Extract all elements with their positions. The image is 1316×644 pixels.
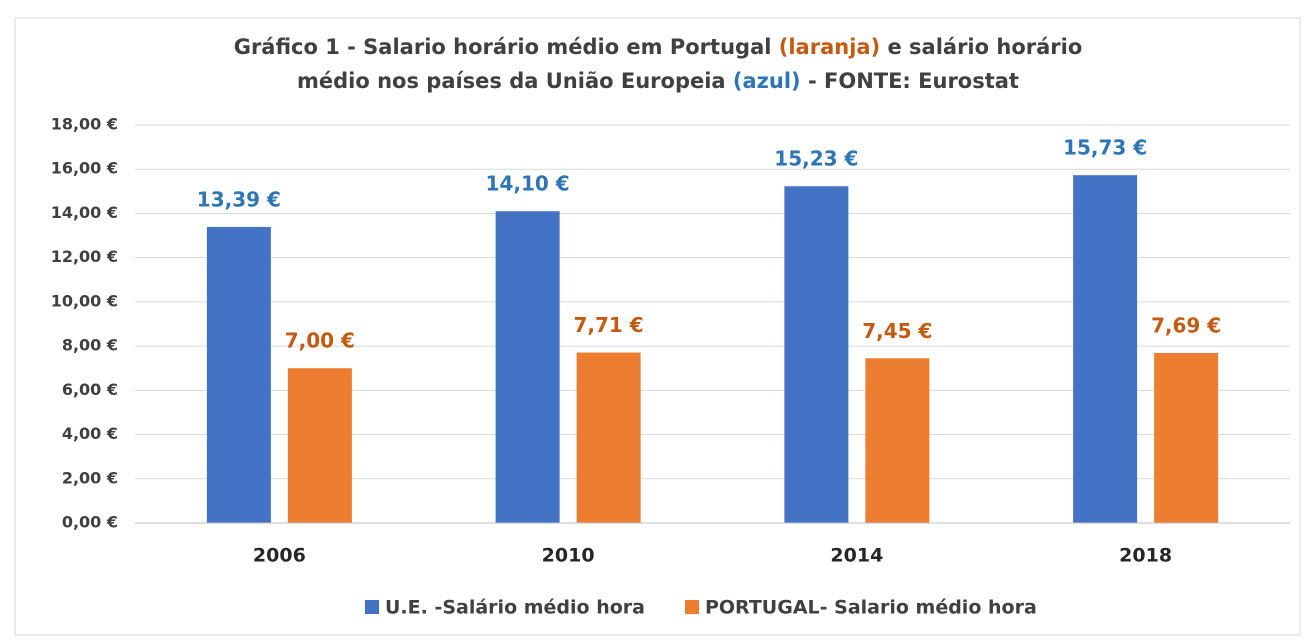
legend-label: PORTUGAL- Salario médio hora <box>705 597 1037 619</box>
bar <box>865 358 930 523</box>
y-tick-label: 6,00 € <box>62 380 118 399</box>
data-label: 7,71 € <box>574 313 644 337</box>
data-label: 7,45 € <box>862 319 932 343</box>
x-tick-label: 2006 <box>253 545 306 567</box>
bar <box>1073 175 1138 524</box>
y-tick-label: 0,00 € <box>62 513 118 532</box>
legend-swatch <box>684 600 699 614</box>
y-tick-label: 14,00 € <box>51 203 118 222</box>
legend-label: U.E. -Salário médio hora <box>385 597 645 619</box>
bar <box>287 368 352 523</box>
y-tick-label: 2,00 € <box>62 468 118 487</box>
y-tick-label: 18,00 € <box>51 115 118 134</box>
title-part: - FONTE: Eurostat <box>801 69 1019 93</box>
bar <box>495 211 560 523</box>
data-label: 15,73 € <box>1063 136 1147 160</box>
y-tick-label: 12,00 € <box>51 247 118 266</box>
title-part: e salário horário <box>880 35 1082 59</box>
y-tick-label: 4,00 € <box>62 424 118 443</box>
data-label: 14,10 € <box>486 172 570 196</box>
data-label: 15,23 € <box>774 147 858 171</box>
y-tick-label: 8,00 € <box>62 336 118 355</box>
title-part: (azul) <box>733 69 801 93</box>
data-label: 7,00 € <box>285 329 355 353</box>
y-tick-label: 16,00 € <box>51 159 118 178</box>
bar <box>784 186 849 523</box>
title-part: (laranja) <box>779 35 880 59</box>
bar <box>576 352 641 523</box>
bar <box>1154 352 1219 523</box>
y-tick-label: 10,00 € <box>51 291 118 310</box>
legend-swatch <box>365 600 379 614</box>
title-part: médio nos países da União Europeia <box>297 69 733 93</box>
chart-title: médio nos países da União Europeia (azul… <box>297 69 1019 93</box>
x-tick-label: 2018 <box>1119 545 1172 567</box>
data-label: 13,39 € <box>197 187 281 211</box>
data-label: 7,69 € <box>1151 313 1221 337</box>
chart-title: Gráfico 1 - Salario horário médio em Por… <box>234 35 1083 59</box>
x-tick-label: 2010 <box>542 545 595 567</box>
bar <box>206 226 271 523</box>
x-tick-label: 2014 <box>830 545 883 567</box>
title-part: Gráfico 1 - Salario horário médio em Por… <box>234 35 779 59</box>
